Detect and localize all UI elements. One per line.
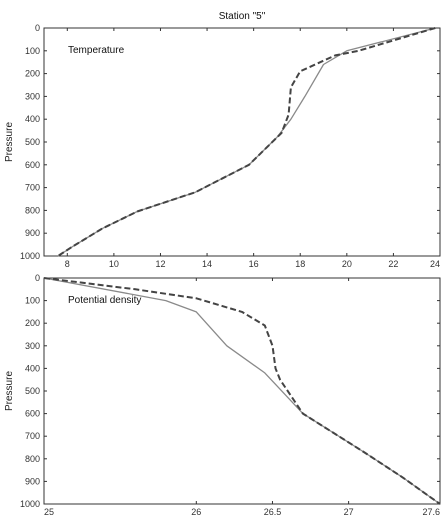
x-tick-label: 22	[388, 259, 398, 269]
y-tick-label: 100	[25, 46, 40, 56]
x-tick-label: 26	[191, 507, 201, 517]
x-tick-label: 20	[342, 259, 352, 269]
x-tick-label: 16	[249, 259, 259, 269]
y-tick-label: 700	[25, 431, 40, 441]
potential-density-panel: 0 100 200 300 400 500 600 700 800 900 1000 25 26 26.5…	[4, 273, 441, 517]
y-tick-label: 0	[35, 273, 40, 283]
y-tick-label: 900	[25, 476, 40, 486]
y-tick-label: 400	[25, 114, 40, 124]
chart-title: Station "5"	[219, 11, 266, 22]
panel-annotation: Temperature	[68, 45, 125, 56]
y-tick-label: 1000	[20, 499, 40, 509]
x-tick-label: 8	[65, 259, 70, 269]
y-tick-label: 700	[25, 183, 40, 193]
y-axis-label: Pressure	[4, 122, 15, 162]
x-tick-label: 24	[430, 259, 440, 269]
y-tick-label: 600	[25, 160, 40, 170]
x-tick-label: 12	[155, 259, 165, 269]
y-tick-label: 200	[25, 69, 40, 79]
temperature-panel: 0 100 200 300 400 500 600 700 800 900 1000 8 10 12 14 1…	[4, 11, 441, 269]
dashed-series-line	[57, 27, 436, 257]
x-tick-label: 27	[344, 507, 354, 517]
y-tick-label: 400	[25, 363, 40, 373]
y-tick-label: 0	[35, 23, 40, 33]
x-tick-label: 26.5	[264, 507, 282, 517]
x-tick-label: 18	[295, 259, 305, 269]
plot-frame	[43, 27, 441, 257]
y-tick-label: 900	[25, 228, 40, 238]
y-tick-label: 800	[25, 205, 40, 215]
y-axis-label: Pressure	[4, 371, 15, 411]
dashed-series-line	[43, 277, 441, 505]
x-tick-label: 27.6	[422, 507, 440, 517]
y-tick-label: 300	[25, 341, 40, 351]
x-tick-label: 25	[44, 507, 54, 517]
y-tick-label: 1000	[20, 251, 40, 261]
y-tick-label: 100	[25, 296, 40, 306]
y-tick-label: 600	[25, 409, 40, 419]
panel-annotation: Potential density	[68, 295, 141, 306]
y-tick-label: 300	[25, 91, 40, 101]
y-tick-label: 200	[25, 318, 40, 328]
y-tick-label: 500	[25, 386, 40, 396]
x-tick-label: 10	[109, 259, 119, 269]
y-tick-label: 800	[25, 454, 40, 464]
x-tick-label: 14	[202, 259, 212, 269]
y-tick-label: 500	[25, 137, 40, 147]
